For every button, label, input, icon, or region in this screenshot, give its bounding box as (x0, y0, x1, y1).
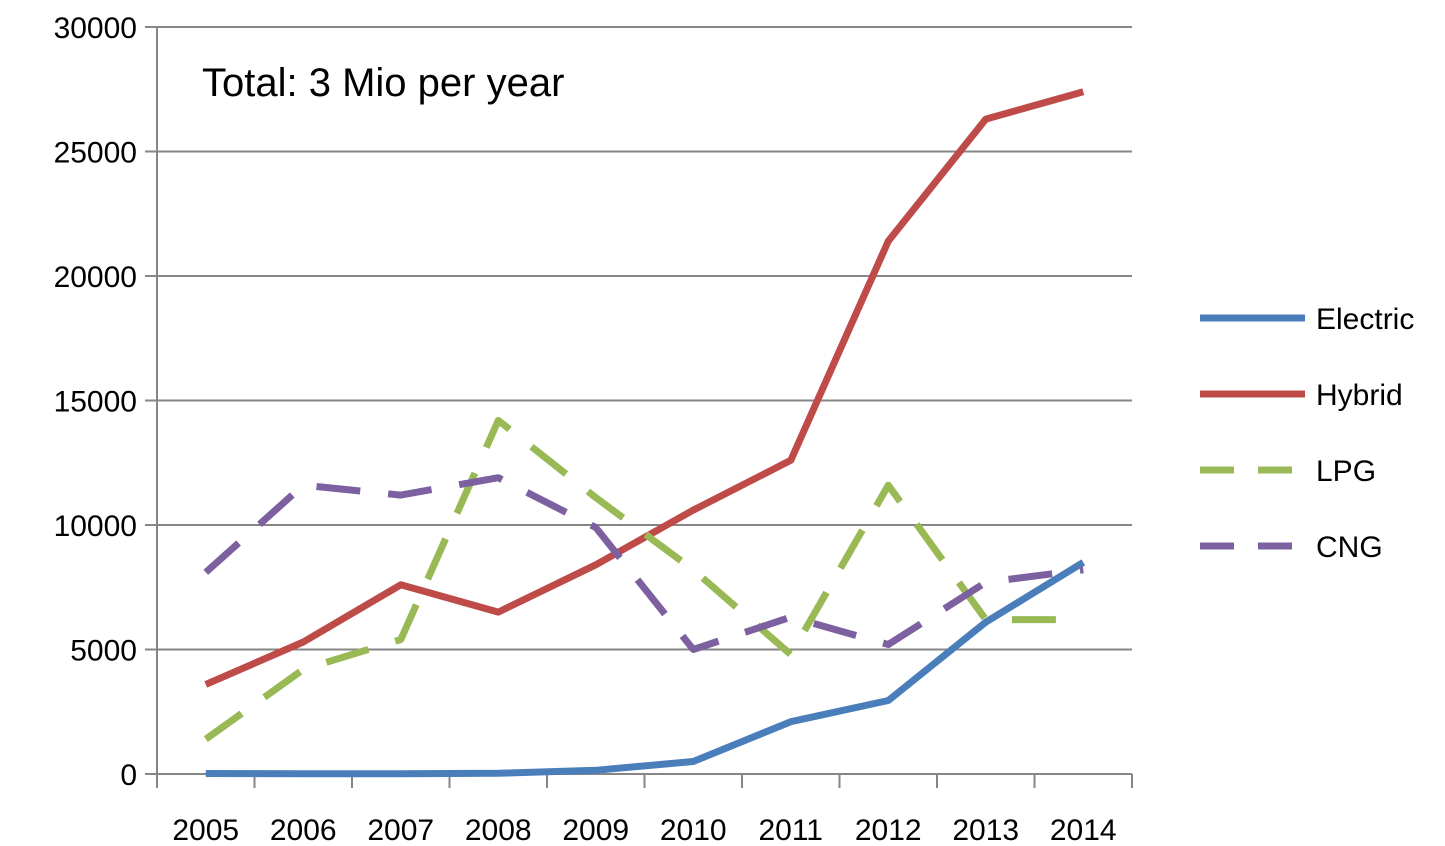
y-tick-labels: 0 5000 10000 15000 20000 25000 30000 (54, 12, 137, 792)
x-tick-label: 2007 (367, 814, 434, 846)
y-tick-label: 25000 (54, 137, 137, 170)
series-line-lpg (203, 416, 1084, 742)
x-tick-label: 2008 (465, 814, 532, 846)
series-line-electric (205, 559, 1086, 778)
x-tick-label: 2014 (1050, 814, 1117, 846)
gridlines (157, 26, 1132, 651)
legend-label-electric: Electric (1316, 303, 1414, 336)
y-tick-label: 30000 (54, 12, 137, 45)
x-tick-label: 2011 (758, 814, 823, 846)
legend-label-hybrid: Hybrid (1316, 379, 1403, 412)
legend-label-lpg: LPG (1316, 455, 1376, 488)
y-tick-label: 10000 (54, 510, 137, 543)
series-lines (203, 88, 1086, 778)
y-tick-label: 20000 (54, 261, 137, 294)
x-tick-labels: 2005 2006 2007 2008 2009 2010 2011 2012 2013 2014 (172, 814, 1116, 846)
y-tick-label: 0 (120, 759, 137, 792)
chart-annotation: Total: 3 Mio per year (202, 61, 564, 105)
legend-label-cng: CNG (1316, 531, 1383, 564)
x-tick-label: 2006 (270, 814, 337, 846)
x-tick-label: 2010 (660, 814, 727, 846)
series-line-hybrid (204, 88, 1085, 688)
x-tick-label: 2012 (855, 814, 922, 846)
legend: Electric Hybrid LPG CNG (1200, 303, 1414, 564)
series-line-cng (203, 474, 1084, 653)
y-tick-label: 15000 (54, 386, 137, 419)
x-tick-label: 2013 (952, 814, 1019, 846)
y-tick-label: 5000 (70, 635, 137, 668)
x-tick-label: 2005 (172, 814, 239, 846)
x-tick-label: 2009 (562, 814, 629, 846)
